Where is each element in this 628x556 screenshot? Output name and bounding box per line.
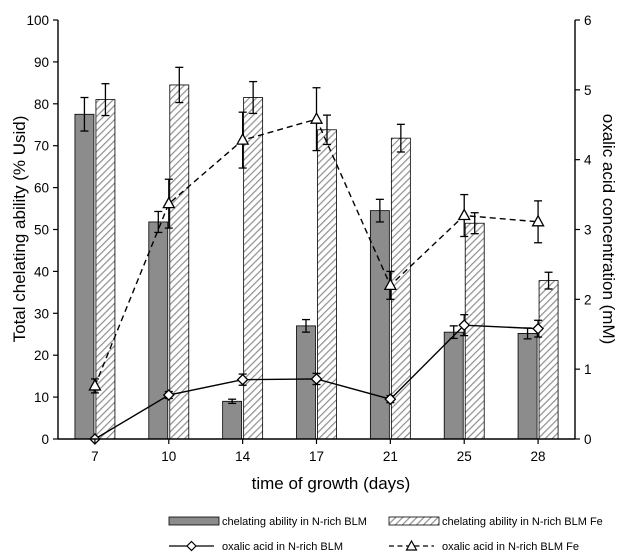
point-oxalic-fe-10 <box>162 196 176 209</box>
x-tick-label-7: 7 <box>91 449 99 464</box>
bar-solid-10 <box>148 221 169 440</box>
point-oxalic-fe-7 <box>88 378 102 391</box>
point-oxalic-21 <box>384 393 397 406</box>
legend-label-hatched: chelating ability in N-rich BLM Fe <box>442 516 603 528</box>
y-tick-label-20: 20 <box>34 348 49 363</box>
legend-item-oxalic-line: oxalic acid in N-rich BLM <box>169 540 343 553</box>
x-axis-label: time of growth (days) <box>252 474 411 493</box>
y-axis-label: Total chelating ability (% Usid) <box>10 116 29 343</box>
y-tick-label-90: 90 <box>34 55 49 70</box>
y-tick-label-0: 0 <box>41 432 49 447</box>
legend-item-oxalic-fe-line: oxalic acid in N-rich BLM Fe <box>389 539 579 553</box>
error-bar-solid-10 <box>154 210 163 234</box>
point-oxalic-10 <box>162 389 175 401</box>
y2-tick-label-5: 5 <box>584 83 592 98</box>
point-oxalic-17 <box>310 373 323 385</box>
bar-hatched-14 <box>243 97 264 440</box>
y-tick-label-50: 50 <box>34 223 49 238</box>
bar-solid-21 <box>369 210 390 440</box>
bar-hatched-10 <box>169 84 190 440</box>
legend-label-solid: chelating ability in N-rich BLM <box>222 516 367 528</box>
error-bar-hatched-28 <box>544 271 553 290</box>
error-bar-solid-7 <box>80 96 89 132</box>
bar-solid-25 <box>443 331 464 440</box>
plot-area: 0 10 20 30 40 50 60 70 80 90 100 0 1 2 3 4 5 6 7 10 14 17 21 25… <box>26 13 592 464</box>
error-bar-solid-14 <box>228 398 237 405</box>
legend-swatch-hatched <box>388 516 440 526</box>
y-tick-label-30: 30 <box>34 306 49 321</box>
x-tick-label-28: 28 <box>531 449 546 464</box>
point-oxalic-fe-17 <box>309 111 324 124</box>
error-bar-hatched-17 <box>323 114 331 146</box>
y2-tick-label-4: 4 <box>584 153 592 168</box>
y2-tick-label-6: 6 <box>584 13 592 28</box>
y2-tick-label-1: 1 <box>584 362 592 377</box>
error-bar-hatched-21 <box>396 123 405 153</box>
point-oxalic-fe-28 <box>531 214 545 227</box>
x-tick-label-25: 25 <box>457 449 472 464</box>
y-tick-label-100: 100 <box>26 13 49 28</box>
bar-solid-14 <box>222 400 243 440</box>
bar-hatched-17 <box>317 129 337 440</box>
y-tick-label-60: 60 <box>34 181 49 196</box>
y-tick-label-10: 10 <box>34 390 49 405</box>
y-tick-label-70: 70 <box>34 139 49 154</box>
legend-item-hatched-bars: chelating ability in N-rich BLM Fe <box>388 516 603 528</box>
y-tick-label-40: 40 <box>34 264 49 279</box>
bar-hatched-28 <box>538 280 559 440</box>
y2-tick-label-0: 0 <box>584 432 592 447</box>
legend-item-solid-bars: chelating ability in N-rich BLM <box>168 516 367 528</box>
point-oxalic-25 <box>458 319 471 332</box>
point-oxalic-28 <box>532 322 544 335</box>
legend-triangle-marker <box>405 539 418 551</box>
point-oxalic-fe-25 <box>457 208 471 221</box>
legend-diamond-marker <box>186 540 197 552</box>
bar-solid-28 <box>517 333 538 440</box>
error-bar-hatched-14 <box>249 80 258 115</box>
y2-axis-label: oxalic acid concentration (mM) <box>599 114 618 345</box>
point-oxalic-14 <box>236 373 249 386</box>
x-tick-label-21: 21 <box>383 449 398 464</box>
legend: chelating ability in N-rich BLM chelatin… <box>168 516 603 553</box>
error-bar-hatched-7 <box>101 83 110 117</box>
error-bar-solid-17 <box>302 318 310 333</box>
legend-label-oxalic: oxalic acid in N-rich BLM <box>222 541 343 553</box>
y2-tick-label-2: 2 <box>584 292 592 307</box>
bar-solid-17 <box>296 325 316 440</box>
y2-tick-label-3: 3 <box>584 223 592 238</box>
error-bar-solid-21 <box>375 198 384 223</box>
legend-swatch-solid <box>168 516 220 526</box>
y-tick-label-80: 80 <box>34 97 49 112</box>
legend-label-oxalic-fe: oxalic acid in N-rich BLM Fe <box>442 541 579 553</box>
x-tick-label-17: 17 <box>309 449 324 464</box>
bar-hatched-25 <box>464 222 485 440</box>
x-tick-label-14: 14 <box>235 449 251 464</box>
x-tick-label-10: 10 <box>161 449 176 464</box>
point-oxalic-fe-14 <box>236 132 250 145</box>
error-bar-hatched-10 <box>175 66 184 104</box>
point-oxalic-fe-21 <box>383 278 397 291</box>
